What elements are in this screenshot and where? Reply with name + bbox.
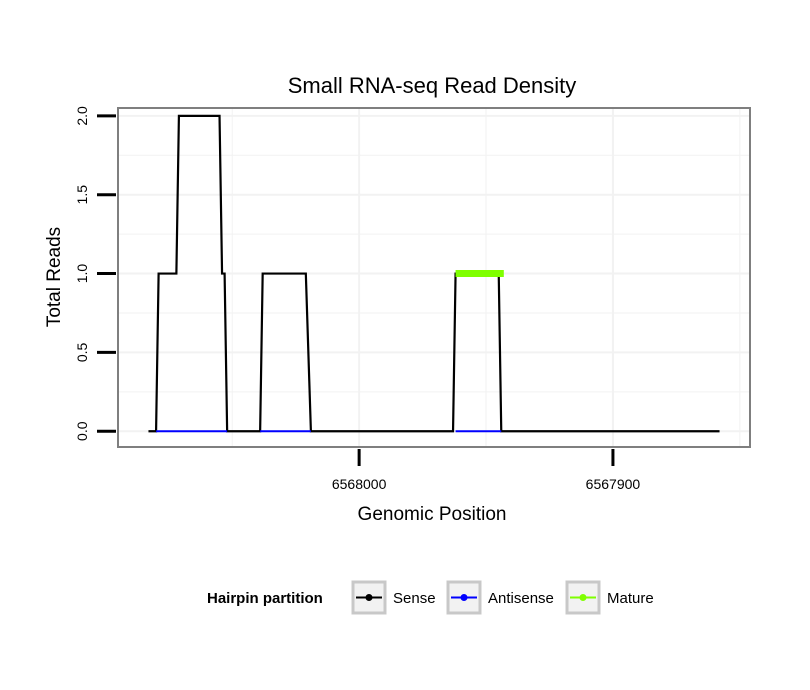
legend-items: Sense Antisense Mature bbox=[351, 580, 654, 615]
y-tick-label: 0.0 bbox=[74, 421, 90, 441]
x-tick-label: 6568000 bbox=[332, 476, 387, 492]
legend-key-point bbox=[365, 594, 373, 601]
y-axis-title: Total Reads bbox=[44, 227, 65, 327]
legend-item-antisense: Antisense bbox=[446, 580, 554, 615]
x-axis-title: Genomic Position bbox=[358, 504, 507, 525]
legend-item-sense: Sense bbox=[351, 580, 436, 615]
legend-title: Hairpin partition bbox=[207, 590, 323, 607]
y-tick-label: 0.5 bbox=[74, 342, 90, 362]
legend-item-mature: Mature bbox=[565, 580, 654, 615]
legend-key-point bbox=[460, 594, 468, 601]
x-tick-label: 6567900 bbox=[586, 476, 641, 492]
plot-panel-border bbox=[117, 107, 751, 448]
chart-title: Small RNA-seq Read Density bbox=[288, 73, 577, 98]
legend: Hairpin partition Sense Antisense Mature bbox=[207, 580, 654, 615]
y-tick-label: 1.5 bbox=[74, 185, 90, 205]
legend-key-point bbox=[579, 594, 587, 601]
grid-layer bbox=[118, 108, 750, 447]
series-layer bbox=[148, 114, 720, 433]
legend-label: Mature bbox=[607, 590, 654, 607]
legend-label: Antisense bbox=[488, 590, 554, 607]
y-tick-label: 1.0 bbox=[74, 264, 90, 284]
legend-label: Sense bbox=[393, 590, 436, 607]
y-tick-label: 2.0 bbox=[74, 106, 90, 126]
axis-layer: 0.0 0.5 1.0 1.5 2.0 6568000 6567900 bbox=[74, 106, 640, 492]
